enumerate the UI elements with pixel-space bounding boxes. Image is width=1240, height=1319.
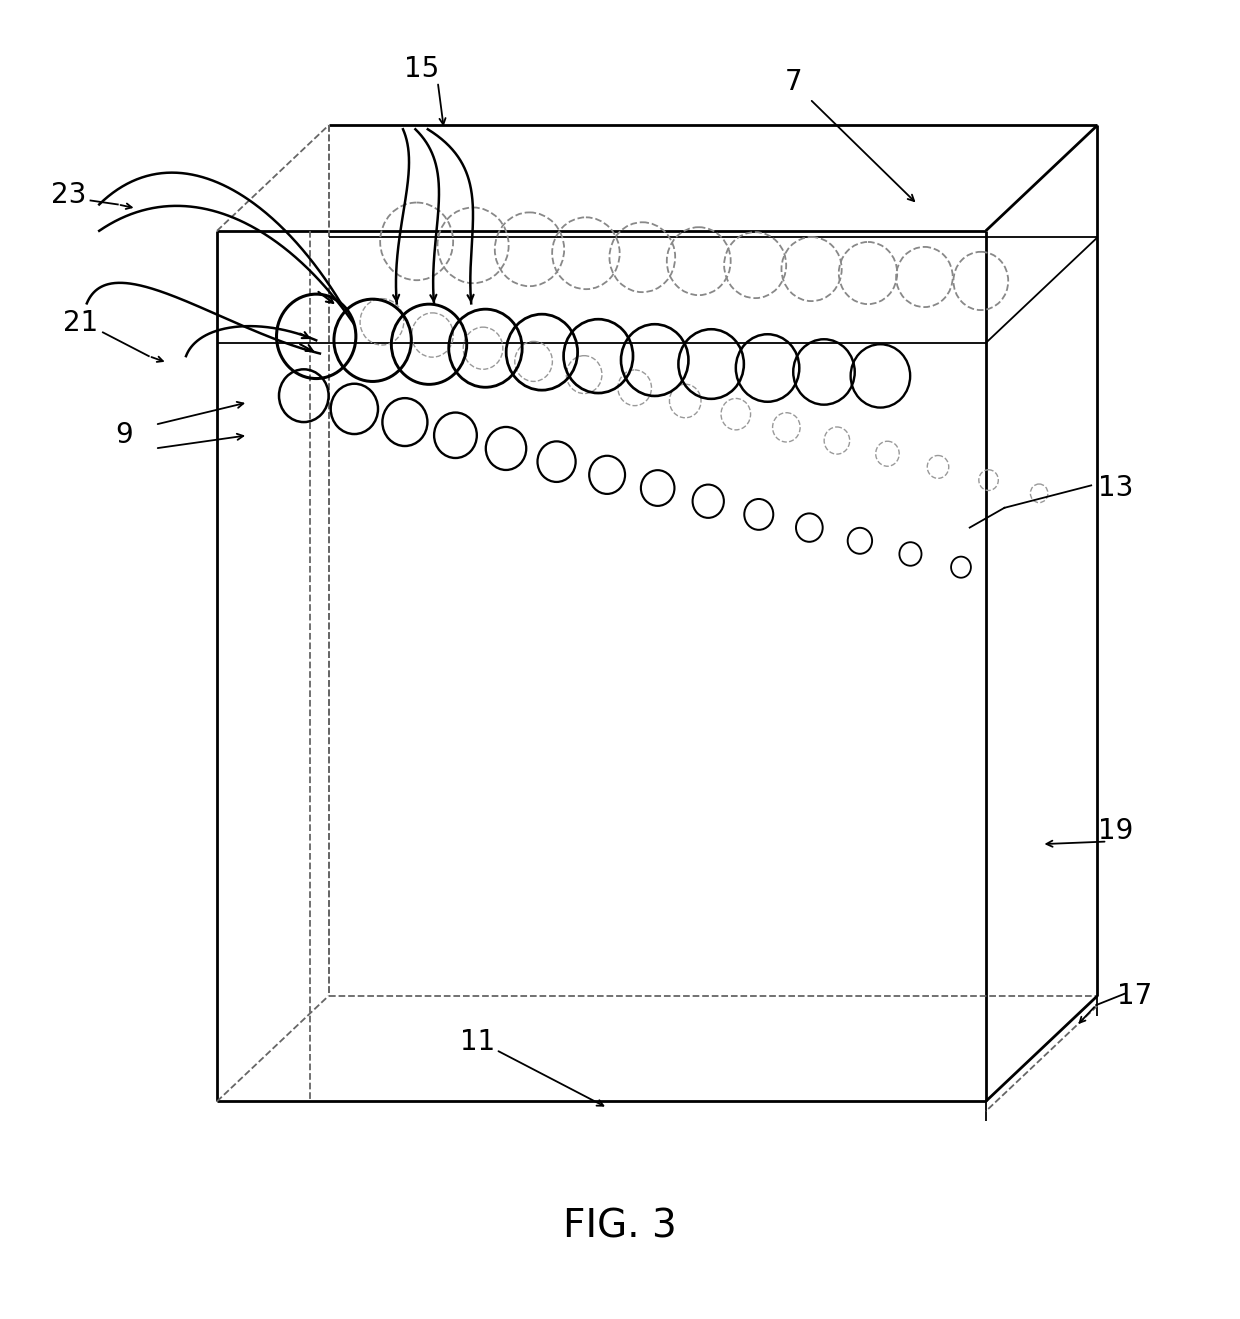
Text: FIG. 3: FIG. 3 — [563, 1208, 677, 1245]
Text: 9: 9 — [115, 421, 133, 450]
Text: 21: 21 — [63, 309, 98, 338]
Text: 13: 13 — [1099, 474, 1133, 503]
Text: 17: 17 — [1117, 981, 1152, 1010]
Text: 19: 19 — [1099, 816, 1133, 845]
Text: 23: 23 — [51, 181, 86, 210]
Text: 7: 7 — [785, 67, 802, 96]
Text: 15: 15 — [404, 54, 439, 83]
Text: 11: 11 — [460, 1028, 495, 1057]
